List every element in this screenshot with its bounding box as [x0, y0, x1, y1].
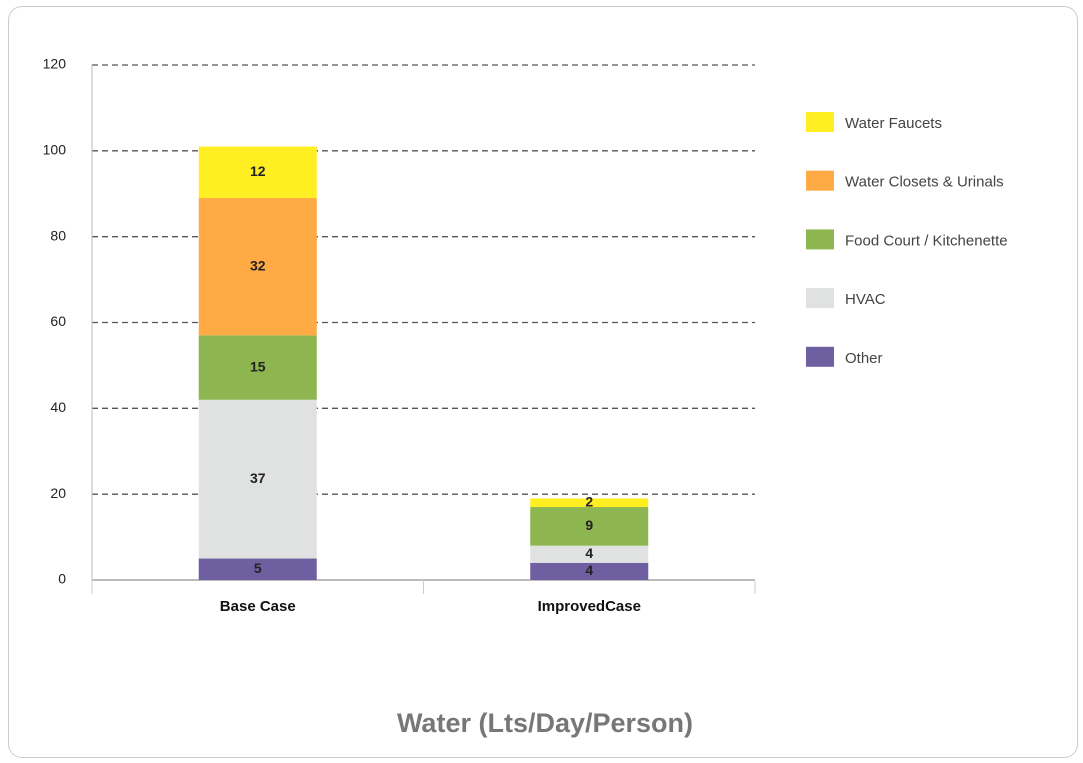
bar-segment: [198, 198, 317, 336]
bar-segment: [198, 146, 317, 199]
legend-label: Food Court / Kitchenette: [845, 232, 1008, 249]
chart-frame: [8, 6, 1078, 758]
bar-segment: [530, 507, 649, 546]
data-label: 2: [585, 493, 593, 509]
legend-swatch: [806, 346, 834, 367]
data-label: 4: [585, 545, 593, 561]
bar-segment: [198, 399, 317, 559]
x-tick-label: Base Case: [219, 598, 296, 615]
y-tick-label: 100: [43, 142, 67, 158]
legend-label: Water Faucets: [845, 115, 942, 132]
data-label: 12: [250, 163, 266, 179]
y-tick-label: 60: [50, 313, 66, 329]
legend-label: HVAC: [845, 291, 886, 308]
x-tick-label: ImprovedCase: [537, 598, 641, 615]
data-label: 32: [250, 257, 266, 273]
chart-title: Water (Lts/Day/Person): [397, 708, 693, 738]
y-tick-label: 80: [50, 227, 66, 243]
legend-label: Water Closets & Urinals: [845, 174, 1004, 191]
data-label: 15: [250, 358, 266, 374]
legend-label: Other: [845, 350, 883, 367]
data-label: 4: [585, 562, 593, 578]
bar-segment: [530, 498, 649, 508]
y-tick-label: 20: [50, 485, 66, 501]
bar-segment: [530, 545, 649, 563]
y-tick-label: 120: [43, 56, 67, 72]
legend-swatch: [806, 170, 834, 191]
y-tick-label: 40: [50, 399, 66, 415]
bar-segment: [198, 335, 317, 400]
data-label: 5: [254, 560, 262, 576]
legend-swatch: [806, 288, 834, 309]
data-label: 9: [585, 517, 593, 533]
y-tick-label: 0: [58, 571, 66, 587]
bar-segment: [530, 562, 649, 580]
legend-swatch: [806, 229, 834, 250]
data-label: 37: [250, 470, 266, 486]
bar-segment: [198, 558, 317, 580]
legend-swatch: [806, 112, 834, 132]
